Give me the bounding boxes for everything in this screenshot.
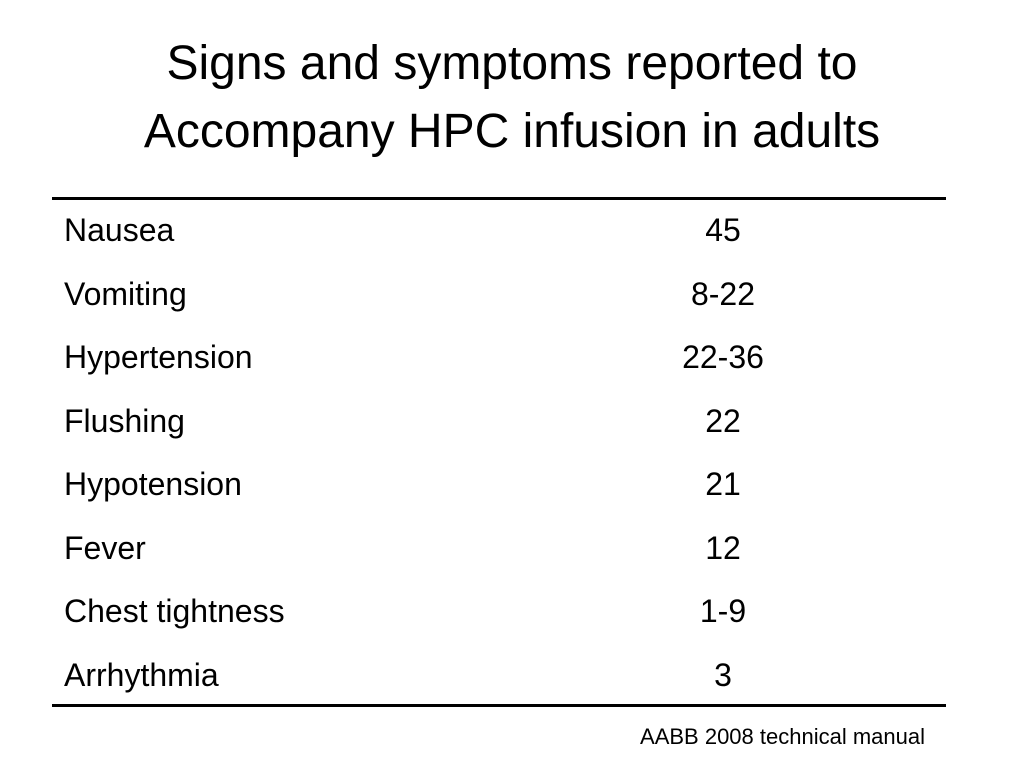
- symptom-cell: Vomiting: [64, 275, 187, 312]
- percent-cell: 8-22: [690, 275, 756, 312]
- percent-cell: 45: [705, 212, 741, 248]
- symptom-cell: Flushing: [64, 402, 185, 439]
- symptom-cell: Hypertension: [64, 339, 253, 375]
- percent-cell: 3: [714, 656, 732, 693]
- percent-cell: 12: [705, 529, 741, 566]
- percent-cell: 22-36: [682, 339, 764, 375]
- percent-cell: 22: [705, 402, 741, 439]
- footnote: AABB 2008 technical manual: [640, 724, 925, 749]
- title-line: Accompany HPC infusion in adults: [143, 105, 881, 158]
- symptom-cell: Fever: [64, 529, 146, 566]
- symptom-cell: Arrhythmia: [64, 656, 219, 693]
- table-top-rule: [52, 197, 946, 200]
- percent-cell: 1-9: [699, 593, 747, 629]
- title-line: Signs and symptoms reported to: [166, 37, 858, 90]
- percent-cell: 21: [705, 466, 741, 502]
- symptom-cell: Nausea: [64, 212, 175, 248]
- symptom-cell: Hypotension: [64, 466, 242, 502]
- table-bottom-rule: [52, 704, 946, 707]
- symptom-cell: Chest tightness: [64, 593, 285, 629]
